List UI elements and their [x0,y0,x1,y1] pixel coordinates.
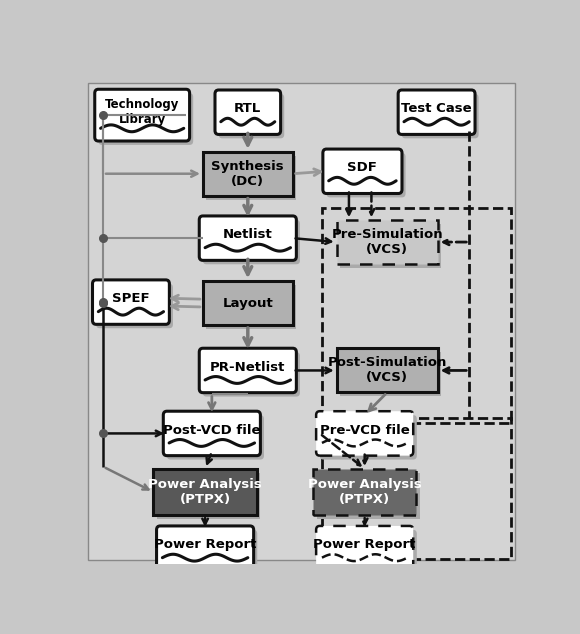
Text: Power Report: Power Report [313,538,416,551]
Bar [336,220,438,264]
FancyBboxPatch shape [164,411,260,456]
Text: Post-Simulation
(VCS): Post-Simulation (VCS) [328,356,447,384]
FancyBboxPatch shape [92,280,169,325]
Bar [313,469,416,515]
FancyBboxPatch shape [95,89,190,141]
FancyBboxPatch shape [160,530,258,574]
FancyBboxPatch shape [200,216,296,261]
Text: Power Report: Power Report [154,538,256,551]
Bar [157,473,260,519]
FancyBboxPatch shape [200,348,296,392]
FancyBboxPatch shape [203,352,300,397]
FancyBboxPatch shape [402,94,478,138]
FancyBboxPatch shape [316,411,413,456]
Text: SDF: SDF [347,162,378,174]
FancyBboxPatch shape [167,415,264,460]
Bar [206,285,296,329]
Text: Power Analysis
(PTPX): Power Analysis (PTPX) [308,478,422,506]
Text: Technology
Library: Technology Library [105,98,179,126]
Text: Test Case: Test Case [401,102,472,115]
FancyBboxPatch shape [398,90,475,134]
FancyBboxPatch shape [323,149,402,193]
Text: Layout: Layout [223,297,273,309]
Bar [340,224,441,268]
FancyBboxPatch shape [316,526,413,571]
FancyBboxPatch shape [96,284,173,328]
Bar [322,208,511,423]
Text: SPEF: SPEF [112,292,150,305]
Text: RTL: RTL [234,102,262,115]
Text: Netlist: Netlist [223,228,273,242]
Bar [340,353,441,396]
Text: PR-Netlist: PR-Netlist [210,361,285,373]
Bar [322,418,511,559]
FancyBboxPatch shape [157,526,253,571]
Bar [203,281,293,325]
Bar [336,349,438,392]
Text: Pre-VCD file: Pre-VCD file [320,424,409,437]
FancyBboxPatch shape [215,90,281,134]
Bar [206,156,296,200]
Bar [317,473,420,519]
Text: Post-VCD file: Post-VCD file [163,424,260,437]
Text: Pre-Simulation
(VCS): Pre-Simulation (VCS) [331,228,443,256]
FancyBboxPatch shape [320,415,417,460]
Text: Synthesis
(DC): Synthesis (DC) [212,160,284,188]
FancyBboxPatch shape [99,93,193,145]
FancyBboxPatch shape [320,530,417,574]
FancyBboxPatch shape [327,153,405,197]
Bar [203,152,293,196]
FancyBboxPatch shape [219,94,284,138]
Text: Power Analysis
(PTPX): Power Analysis (PTPX) [148,478,262,506]
FancyBboxPatch shape [203,220,300,264]
Bar [153,469,257,515]
